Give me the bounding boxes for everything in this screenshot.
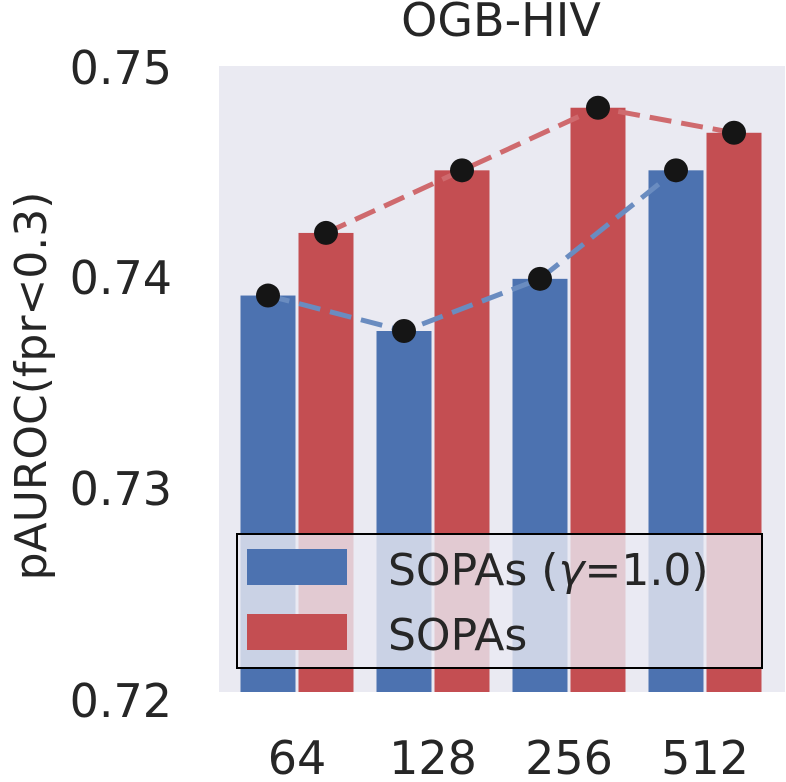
legend-swatch-1	[247, 614, 347, 650]
y-axis-label: pAUROC(fpr<0.3)	[6, 192, 57, 581]
xtick-label-0: 64	[268, 731, 327, 782]
legend-swatch-0	[247, 549, 347, 585]
chart-title: OGB-HIV	[401, 0, 601, 47]
marker-series1-512	[722, 120, 746, 145]
ytick-label-1: 0.73	[70, 462, 172, 516]
legend-label-0: SOPAs (γ=1.0)	[388, 545, 709, 596]
marker-series0-128	[392, 319, 416, 344]
xtick-label-3: 512	[661, 731, 749, 782]
ytick-label-3: 0.75	[70, 41, 172, 95]
trend-line-series1	[324, 105, 735, 236]
markers-group	[256, 95, 746, 344]
marker-series0-256	[528, 266, 552, 291]
ytick-label-0: 0.72	[70, 674, 172, 728]
legend: SOPAs (γ=1.0) SOPAs	[236, 533, 763, 669]
marker-series1-128	[450, 158, 474, 183]
xtick-label-1: 128	[389, 731, 477, 782]
ytick-label-2: 0.74	[70, 251, 172, 305]
marker-series1-64	[314, 220, 338, 245]
marker-series0-512	[664, 158, 688, 183]
marker-series1-256	[586, 95, 610, 120]
xtick-label-2: 256	[525, 731, 613, 782]
legend-label-1: SOPAs	[388, 610, 527, 661]
lines-group	[267, 105, 735, 334]
marker-series0-64	[256, 283, 280, 308]
trend-line-series0	[267, 168, 678, 334]
